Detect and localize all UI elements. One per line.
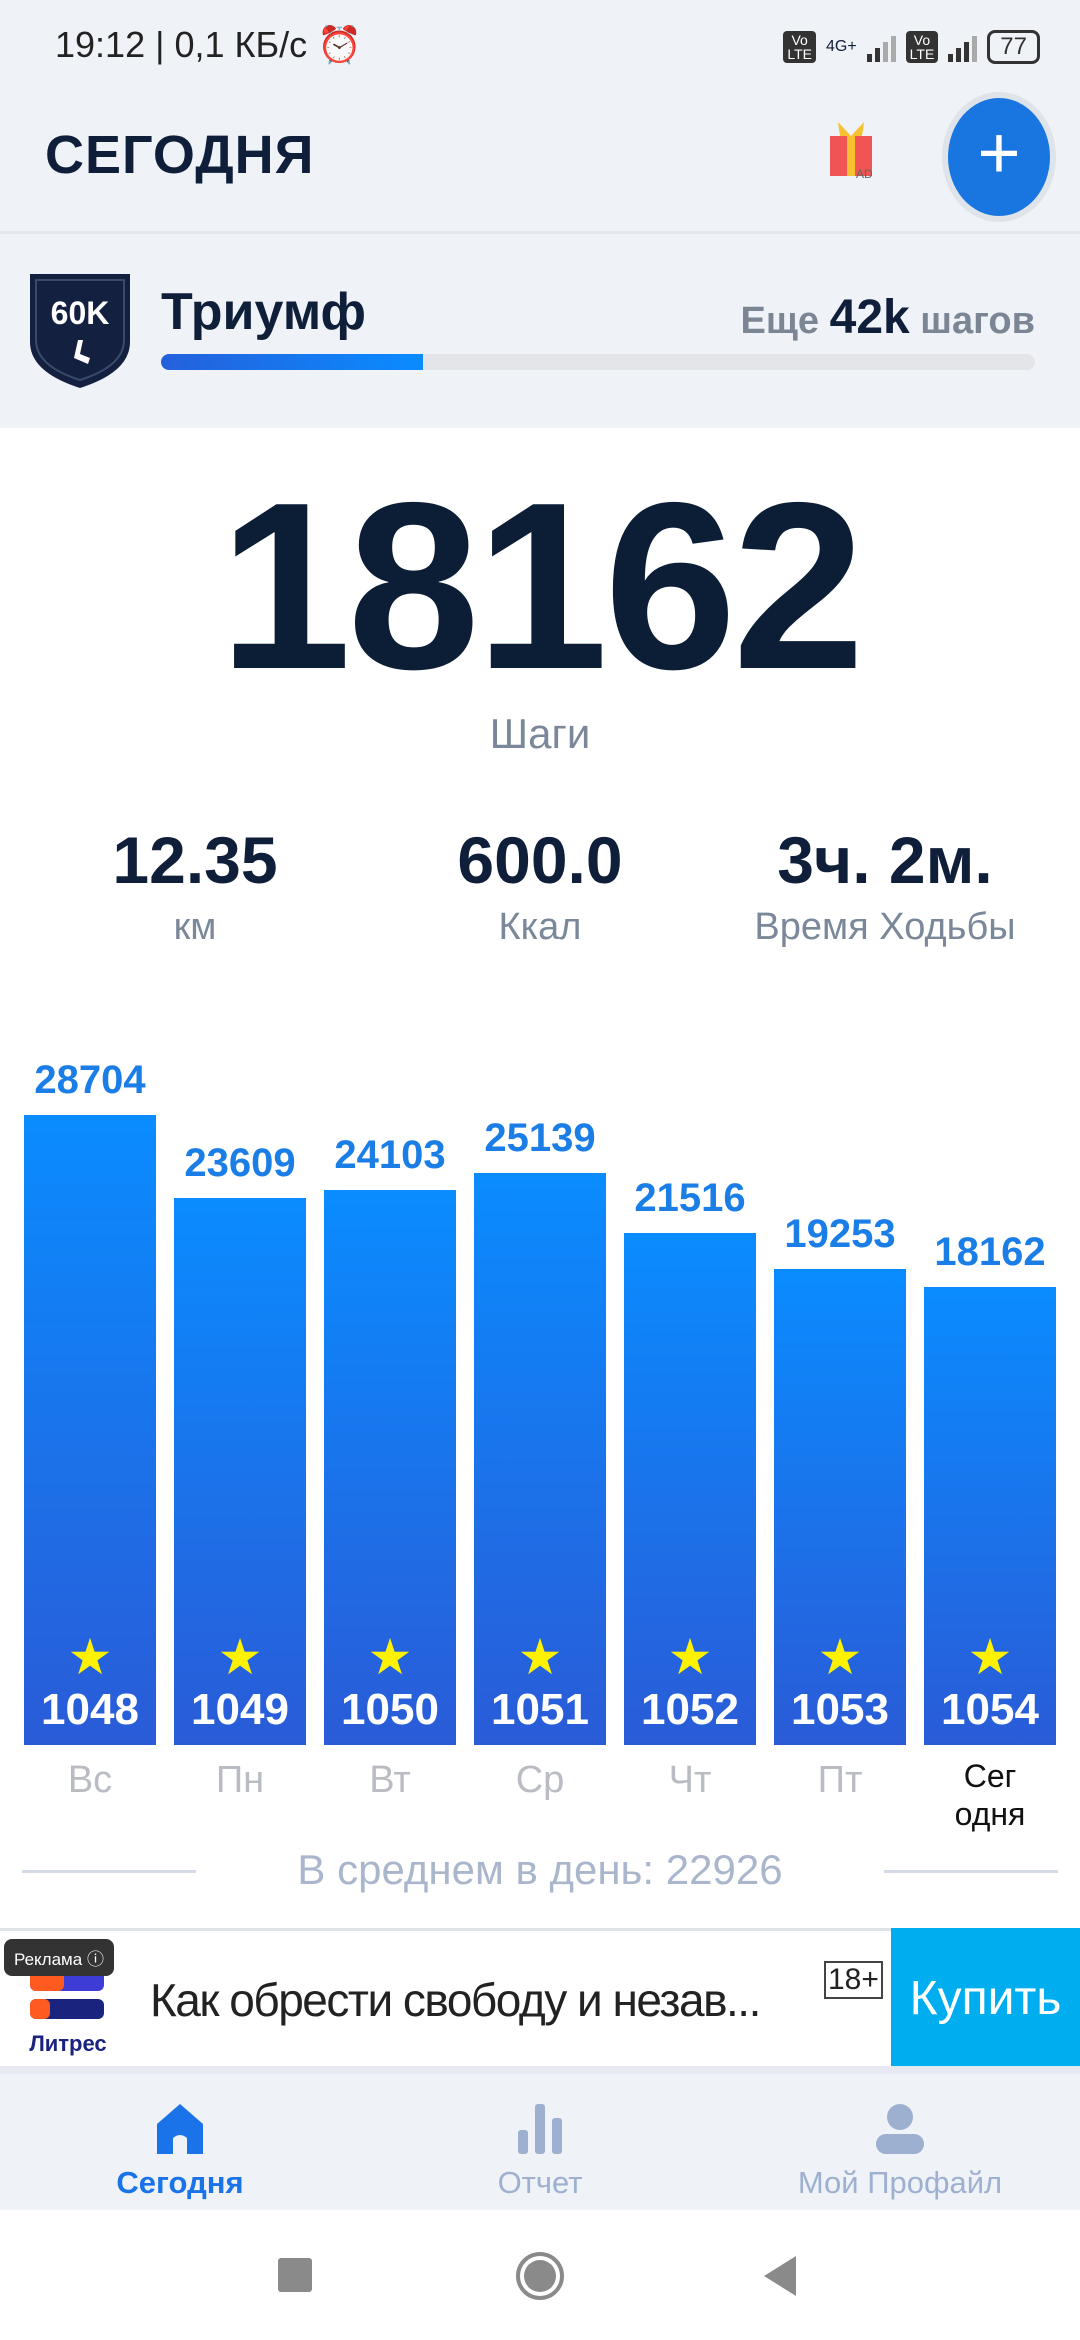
divider xyxy=(0,231,1080,234)
bar-star-number: 1051 xyxy=(491,1685,589,1734)
nav-label: Отчет xyxy=(497,2165,583,2200)
daily-average: В среднем в день: 22926 xyxy=(297,1846,783,1893)
stat-label: Ккал xyxy=(498,906,582,948)
weekly-steps-chart: 28704 ★ 1048 Вс 23609 ★ 1049 Пн 24103 ★ 1050 Вт 2513… xyxy=(0,1000,1080,1832)
star-icon: ★ xyxy=(817,1629,863,1685)
bar-star-number: 1053 xyxy=(791,1685,889,1734)
plus-icon: + xyxy=(977,111,1021,194)
star-icon: ★ xyxy=(217,1629,263,1685)
bar-value-label: 23609 xyxy=(184,1141,296,1186)
stat-walk-time: 3ч. 2м. Время Ходьбы xyxy=(705,822,1065,949)
stat-value: 12.35 xyxy=(112,823,278,897)
chart-bar[interactable] xyxy=(474,1173,606,1745)
svg-text:AD: AD xyxy=(856,167,873,180)
divider xyxy=(22,1870,196,1873)
bar-value-label: 21516 xyxy=(634,1175,746,1220)
ad-buy-button[interactable]: Купить xyxy=(891,1928,1080,2069)
star-icon: ★ xyxy=(67,1629,113,1685)
stat-value: 3ч. 2м. xyxy=(777,823,993,897)
bar-value-label: 28704 xyxy=(34,1058,146,1103)
chart-bar[interactable] xyxy=(774,1269,906,1745)
status-bar-left: 19:12 | 0,1 КБ/с ⏰ xyxy=(55,24,362,66)
nav-profile[interactable]: Мой Профайл xyxy=(720,2074,1080,2210)
nav-label: Сегодня xyxy=(116,2165,244,2200)
steps-label: Шаги xyxy=(489,710,591,757)
nav-report[interactable]: Отчет xyxy=(360,2074,720,2210)
bar-value-label: 19253 xyxy=(784,1212,896,1257)
divider xyxy=(884,1870,1058,1873)
star-icon: ★ xyxy=(967,1629,1013,1685)
ad-banner[interactable]: Литрес Реклама ⓘ Как обрести свободу и н… xyxy=(0,1928,1080,2069)
progress-fill xyxy=(161,354,424,370)
stat-distance: 12.35 км xyxy=(15,822,375,949)
home-icon xyxy=(157,2104,203,2154)
battery-icon: 77 xyxy=(987,30,1040,64)
chart-bar[interactable] xyxy=(324,1190,456,1745)
bar-value-label: 25139 xyxy=(484,1116,596,1161)
info-icon: ⓘ xyxy=(86,1950,104,1969)
day-label: Пт xyxy=(817,1759,863,1801)
svg-text:Литрес: Литрес xyxy=(29,2031,106,2056)
bottom-nav: Сегодня Отчет Мой Профайл xyxy=(0,2066,1080,2210)
nav-today[interactable]: Сегодня xyxy=(0,2074,360,2210)
bar-chart-icon xyxy=(518,2104,562,2154)
add-button[interactable]: + xyxy=(948,98,1050,216)
network-type: 4G+ xyxy=(825,38,857,55)
day-label: Вс xyxy=(67,1759,113,1801)
remain-value: 42k xyxy=(829,291,910,344)
chart-bar[interactable] xyxy=(174,1198,306,1745)
age-rating: 18+ xyxy=(824,1961,883,1999)
stat-value: 600.0 xyxy=(457,823,623,897)
svg-text:60K: 60K xyxy=(51,295,110,331)
steps-count: 18162 xyxy=(219,454,865,719)
status-bar-right: Vo LTE 4G+ Vo LTE 77 xyxy=(783,30,1040,64)
ad-tag-label: Реклама xyxy=(14,1950,83,1969)
page-title: СЕГОДНЯ xyxy=(45,125,315,185)
achievement-progress xyxy=(161,354,1035,370)
home-nav-icon[interactable] xyxy=(514,2250,566,2302)
chart-bar[interactable] xyxy=(24,1115,156,1745)
bar-star-number: 1054 xyxy=(941,1685,1039,1734)
nav-label: Мой Профайл xyxy=(797,2165,1003,2200)
stat-label: Время Ходьбы xyxy=(754,906,1016,948)
recents-icon[interactable] xyxy=(278,2258,312,2292)
bar-star-number: 1049 xyxy=(191,1685,289,1734)
gift-icon[interactable]: AD xyxy=(828,120,874,180)
signal-icon xyxy=(866,32,896,62)
day-label: Пн xyxy=(215,1759,265,1801)
back-icon[interactable] xyxy=(762,2254,798,2298)
star-icon: ★ xyxy=(517,1629,563,1685)
day-label: Ср xyxy=(515,1759,565,1801)
status-time-speed: 19:12 | 0,1 КБ/с xyxy=(55,24,308,65)
achievement-remaining: Еще 42k шагов xyxy=(741,290,1035,345)
bar-star-number: 1052 xyxy=(641,1685,739,1734)
star-icon: ★ xyxy=(667,1629,713,1685)
volte-icon: Vo LTE xyxy=(783,31,816,63)
ad-text[interactable]: Как обрести свободу и незав... xyxy=(150,1974,761,2026)
bar-value-label: 18162 xyxy=(934,1230,1046,1275)
ad-tag[interactable]: Реклама ⓘ xyxy=(4,1939,114,1976)
alarm-icon: ⏰ xyxy=(317,24,362,65)
bar-star-number: 1050 xyxy=(341,1685,439,1734)
bar-star-number: 1048 xyxy=(41,1685,139,1734)
day-label: Вт xyxy=(369,1759,411,1801)
remain-prefix: Еще xyxy=(740,300,820,342)
chart-bar[interactable] xyxy=(924,1287,1056,1745)
person-icon xyxy=(876,2104,924,2154)
volte-icon: Vo LTE xyxy=(905,31,939,63)
bar-value-label: 24103 xyxy=(334,1133,446,1178)
achievement-name: Триумф xyxy=(161,283,367,341)
day-label: Чт xyxy=(668,1759,712,1801)
remain-suffix: шагов xyxy=(920,300,1035,342)
stat-calories: 600.0 Ккал xyxy=(360,822,720,949)
achievement-badge[interactable]: 60K xyxy=(28,272,132,390)
litres-logo: Литрес xyxy=(29,1971,107,2056)
system-nav-bar xyxy=(0,2210,1080,2340)
stat-label: км xyxy=(173,906,217,948)
signal-icon xyxy=(948,32,978,62)
chart-bar[interactable] xyxy=(624,1232,756,1745)
day-label: Сег одня xyxy=(954,1758,1026,1832)
star-icon: ★ xyxy=(367,1629,413,1685)
